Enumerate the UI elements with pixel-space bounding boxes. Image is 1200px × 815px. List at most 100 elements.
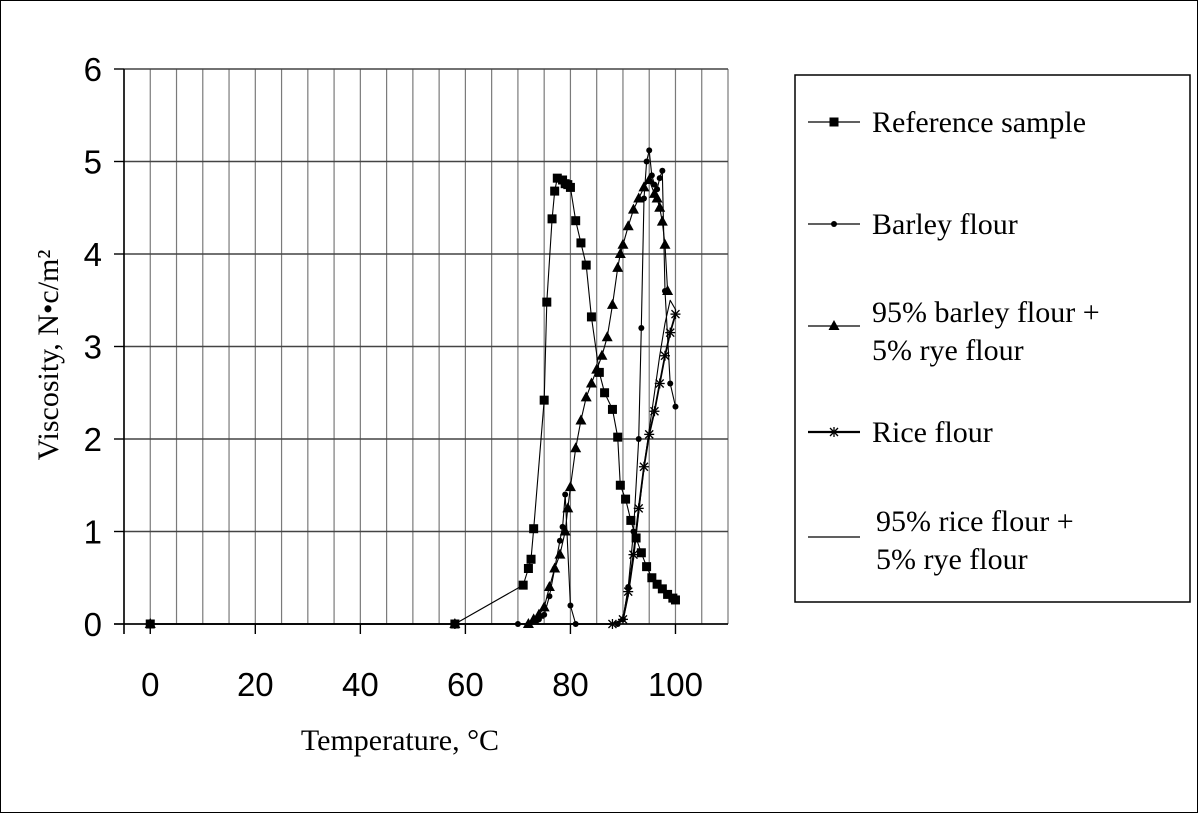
x-tick-label: 0: [141, 666, 159, 703]
marker-star-stroke: [655, 379, 665, 388]
legend-label: 95% barley flour +: [872, 296, 1100, 329]
legend-item-3: 95% barley flour + 5% rye flour: [808, 296, 1100, 367]
marker-dot: [635, 436, 642, 442]
marker-triangle: [538, 601, 550, 612]
legend-label: Barley flour: [872, 208, 1018, 241]
marker-square: [547, 214, 557, 224]
marker-star: [665, 327, 676, 338]
marker-triangle: [638, 181, 650, 192]
marker-square: [581, 260, 591, 270]
marker-triangle: [559, 525, 571, 536]
x-axis-title: Temperature, °C: [301, 724, 499, 757]
marker-triangle: [564, 481, 576, 492]
x-tick-label: 20: [237, 666, 274, 703]
marker-star-stroke: [660, 351, 670, 361]
marker-dot: [556, 537, 563, 544]
marker-triangle: [606, 298, 618, 309]
marker-triangle: [585, 377, 597, 388]
legend-label: 95% rice flour +: [876, 505, 1074, 538]
marker-square: [526, 554, 536, 564]
marker-square: [615, 480, 625, 490]
marker-square: [518, 580, 528, 590]
marker-triangle: [601, 331, 613, 342]
marker-triangle: [659, 238, 671, 249]
marker-triangle: [612, 261, 624, 272]
marker-triangle: [533, 608, 545, 619]
marker-triangle: [554, 548, 566, 559]
y-tick-label: 0: [84, 606, 102, 643]
marker-triangle: [575, 414, 587, 425]
marker-triangle: [543, 581, 555, 591]
marker-square: [621, 494, 631, 504]
marker-star: [659, 350, 670, 361]
marker-square: [663, 589, 673, 599]
marker-star-stroke: [665, 328, 675, 338]
series-3: [144, 174, 674, 628]
marker-square: [647, 573, 657, 583]
marker-triangle: [580, 391, 592, 402]
legend: Reference sample Barley flour 95% barley f…: [794, 74, 1191, 603]
y-axis-title: Viscosity, N•c/m²: [32, 250, 65, 461]
marker-dot: [831, 221, 837, 227]
marker-star-stroke: [629, 550, 638, 560]
marker-star-stroke: [644, 429, 654, 439]
y-tick-label: 3: [84, 329, 102, 366]
series-line: [517, 149, 677, 625]
marker-star: [654, 378, 665, 389]
marker-square: [652, 579, 662, 589]
marker-triangle: [828, 320, 840, 330]
legend-item-1: Reference sample: [808, 106, 1086, 139]
marker-square: [626, 515, 636, 525]
legend-item-4: Rice flour: [808, 416, 993, 449]
marker-square: [657, 584, 667, 594]
marker-dot: [630, 528, 637, 535]
marker-dot: [562, 491, 569, 498]
series-line: [150, 179, 669, 625]
marker-square: [642, 562, 652, 572]
marker-dot: [656, 175, 663, 182]
marker-triangle: [643, 174, 655, 184]
data-series: [144, 147, 681, 629]
marker-triangle: [622, 220, 634, 231]
marker-square: [607, 404, 617, 414]
marker-triangle: [562, 502, 574, 513]
marker-triangle: [617, 238, 629, 249]
legend-label: Reference sample: [872, 106, 1086, 139]
marker-dot: [567, 602, 574, 609]
marker-dot: [646, 147, 653, 154]
marker-triangle: [654, 201, 666, 212]
marker-star-stroke: [671, 309, 680, 319]
y-tick-label: 4: [84, 236, 102, 273]
legend-label: 5% rye flour: [872, 334, 1024, 367]
marker-dot: [638, 325, 645, 331]
legend-item-5: 95% rice flour + 5% rye flour: [808, 505, 1074, 576]
marker-square: [613, 432, 623, 442]
marker-dot: [659, 167, 666, 174]
y-tick-label: 6: [84, 51, 102, 88]
marker-triangle: [627, 203, 639, 214]
marker-dot: [643, 158, 650, 165]
marker-star: [670, 309, 681, 320]
marker-square: [542, 297, 552, 307]
y-tick-label: 1: [84, 514, 102, 551]
x-tick-label: 100: [648, 666, 703, 703]
marker-square: [670, 595, 680, 605]
marker-square: [523, 564, 533, 573]
marker-square: [529, 524, 539, 534]
marker-square: [539, 395, 549, 405]
marker-star: [623, 586, 634, 597]
x-tick-label: 80: [552, 666, 589, 703]
marker-square: [829, 117, 839, 127]
marker-square: [571, 216, 581, 226]
legend-box: [794, 74, 1191, 603]
x-tick-label: 40: [342, 666, 379, 703]
legend-label: 5% rye flour: [876, 543, 1028, 576]
marker-triangle: [656, 215, 668, 226]
marker-triangle: [614, 248, 626, 258]
marker-triangle: [662, 285, 674, 295]
marker-triangle: [549, 562, 561, 573]
y-tick-label: 2: [84, 421, 102, 458]
